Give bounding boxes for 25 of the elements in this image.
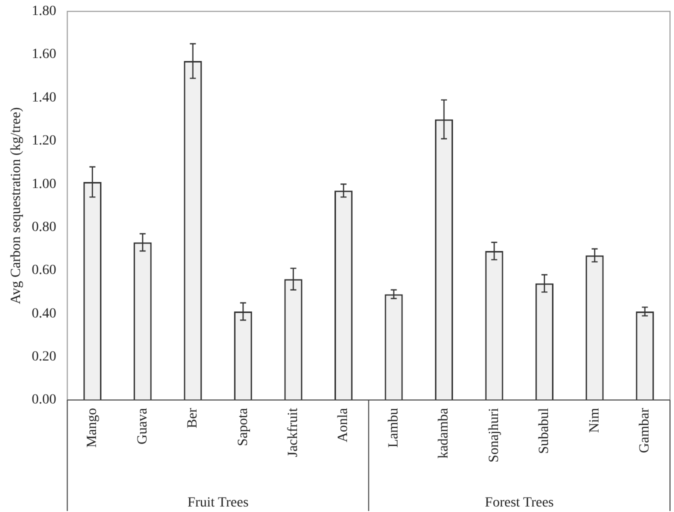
text: Forest Trees [484, 496, 554, 511]
x-tick-label: Sapota [236, 407, 251, 446]
y-axis-title: Avg Carbon sequestration (kg/tree) [9, 106, 24, 304]
y-tick-label: 1.60 [32, 47, 56, 62]
text: Fruit Trees [187, 496, 249, 511]
x-tick-label: Gambar [638, 408, 653, 454]
x-tick-label: Sonajhuri [486, 408, 502, 462]
x-tick-label: Lambu [386, 408, 402, 448]
y-tick-label: 1.20 [32, 134, 56, 149]
x-tick-label: Subabul [537, 408, 552, 454]
y-tick-label: 0.60 [32, 263, 56, 278]
y-tick-label: 0.20 [32, 349, 56, 364]
x-tick-label: Guava [135, 407, 150, 445]
x-tick-label: Nim [587, 408, 602, 433]
x-tick-label: kadamba [436, 407, 452, 459]
x-tick-label: Ber [186, 408, 201, 428]
y-tick-label: 0.00 [32, 392, 56, 408]
y-tick-label: 0.80 [32, 220, 56, 235]
y-tick-label: 1.80 [32, 4, 56, 20]
y-tick-label: 1.40 [32, 90, 56, 106]
y-tick-label: 0.40 [32, 306, 56, 322]
y-tick-label: 1.00 [32, 176, 56, 192]
x-tick-label: Aonla [336, 407, 352, 442]
x-tick-label: Jackfruit [286, 408, 301, 457]
x-tick-label: Mango [85, 408, 100, 448]
